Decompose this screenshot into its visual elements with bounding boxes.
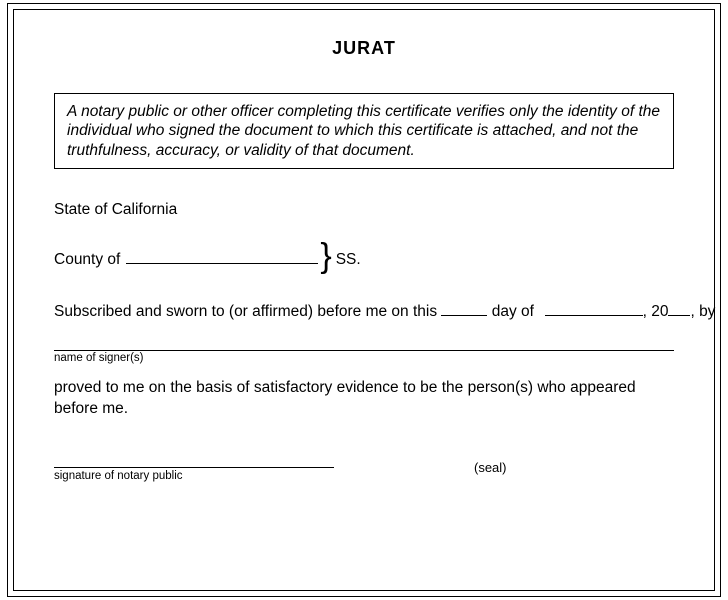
subscribed-line: Subscribed and sworn to (or affirmed) be…	[54, 303, 674, 321]
proved-text: proved to me on the basis of satisfactor…	[54, 378, 674, 420]
brace-icon: }	[320, 248, 331, 265]
signer-name-line[interactable]	[54, 349, 674, 351]
county-prefix: County of	[54, 251, 120, 269]
disclaimer-box: A notary public or other officer complet…	[54, 93, 674, 169]
signature-line[interactable]	[54, 466, 334, 468]
county-blank[interactable]	[126, 263, 318, 264]
name-signer-label: name of signer(s)	[54, 352, 674, 364]
year-prefix: , 20	[643, 303, 669, 320]
state-line: State of California	[54, 201, 674, 219]
signature-row: (seal) signature of notary public	[54, 466, 674, 506]
seal-label: (seal)	[474, 460, 507, 475]
signature-label: signature of notary public	[54, 470, 674, 482]
outer-border: JURAT A notary public or other officer c…	[7, 3, 721, 597]
month-blank[interactable]	[545, 315, 643, 316]
jurat-form: JURAT A notary public or other officer c…	[13, 9, 715, 591]
subscribed-prefix: Subscribed and sworn to (or affirmed) be…	[54, 303, 437, 320]
ss-label: SS.	[336, 251, 361, 269]
page-title: JURAT	[54, 38, 674, 59]
day-of-label: day of	[492, 303, 534, 320]
year-blank[interactable]	[668, 315, 690, 316]
county-line: County of } SS.	[54, 245, 674, 269]
by-suffix: , by	[690, 303, 715, 320]
day-blank[interactable]	[441, 315, 487, 316]
